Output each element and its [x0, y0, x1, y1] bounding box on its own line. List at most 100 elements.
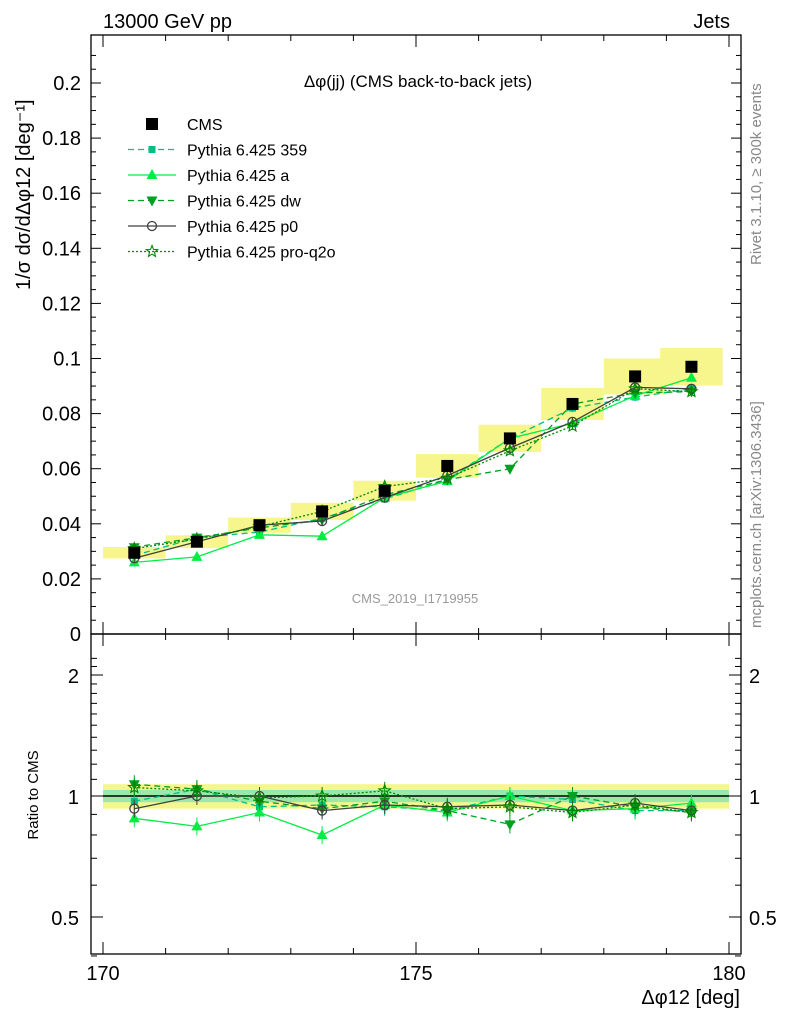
legend: CMS Pythia 6.425 359 Pythia 6.425 a Pythia … — [128, 117, 336, 262]
point-data — [629, 370, 642, 383]
ratio-point-pa — [504, 790, 516, 800]
point-pa — [316, 530, 328, 541]
ratio-tick-label: 2 — [68, 666, 79, 688]
ratio-point-pp0 — [379, 799, 390, 811]
legend-item-data: CMS — [146, 117, 223, 134]
ratio-point-pp0 — [316, 805, 328, 816]
point-data — [316, 505, 329, 518]
point-pq2o — [627, 381, 643, 395]
legend-marker — [146, 169, 158, 179]
legend-marker — [148, 146, 156, 153]
x-tick-label: 175 — [399, 963, 432, 985]
ratio-line-pp0 — [134, 795, 692, 812]
ratio-point-pdw — [567, 792, 578, 802]
series-line-pp0 — [134, 386, 692, 559]
ratio-tick-label-right: 2 — [749, 666, 760, 688]
series-data — [128, 360, 698, 559]
legend-item-pdw: Pythia 6.425 dw — [128, 194, 301, 211]
point-pq2o — [440, 470, 455, 485]
ratio-point-pdw — [504, 820, 516, 831]
series-line-pdw — [134, 390, 692, 548]
y-tick-label: 0.04 — [42, 514, 81, 536]
point-data — [128, 546, 141, 559]
ratio-axes: 0.5 0.5 1 1 2 2 170 175 180 — [51, 634, 777, 985]
ratio-point-pa — [191, 820, 203, 831]
ratio-point-pp0 — [129, 803, 140, 814]
ratio-point-pq2o — [377, 783, 392, 797]
ratio-point-pa — [316, 828, 328, 839]
plot-title: Δφ(jj) (CMS back-to-back jets) — [304, 72, 532, 91]
mcplots-label: mcplots.cern.ch [arXiv:1306.3436] — [748, 401, 765, 628]
ratio-point-pa — [254, 806, 265, 817]
ratio-line-pa — [134, 795, 692, 836]
y-tick-label: 0.2 — [53, 73, 81, 95]
legend-item-pa: Pythia 6.425 a — [128, 168, 289, 185]
legend-label: Pythia 6.425 359 — [187, 143, 307, 160]
point-data — [378, 484, 391, 497]
y-tick-label: 0.1 — [53, 349, 81, 371]
rivet-label: Rivet 3.1.10, ≥ 300k events — [748, 83, 765, 265]
y-tick-label: 0.02 — [42, 569, 81, 591]
ratio-point-pq2o — [127, 779, 142, 794]
ratio-series — [127, 775, 699, 844]
legend-marker — [146, 196, 158, 207]
jets-label: Jets — [693, 11, 730, 33]
legend-label: CMS — [187, 117, 223, 134]
y-tick-label: 0.16 — [42, 183, 81, 205]
point-data — [441, 459, 454, 472]
ratio-series-pq2o — [127, 778, 699, 822]
upper-series — [127, 360, 699, 567]
y-axis-title-upper: 1/σ dσ/dΔφ12 [deg⁻¹] — [13, 99, 35, 290]
series-p359 — [130, 384, 695, 560]
ratio-point-pq2o — [502, 799, 518, 813]
ratio-point-pq2o — [314, 788, 330, 803]
watermark: CMS_2019_I1719955 — [352, 591, 479, 606]
ratio-point-pq2o — [189, 783, 205, 797]
legend-marker — [146, 220, 158, 232]
x-tick-label: 180 — [712, 963, 745, 985]
y-tick-label: 0.06 — [42, 459, 81, 481]
energy-label: 13000 GeV pp — [103, 11, 232, 33]
ratio-tick-label: 0.5 — [51, 908, 79, 930]
legend-item-pq2o: Pythia 6.425 pro-q2o — [128, 243, 336, 262]
ratio-tick-label-right: 1 — [749, 787, 760, 809]
ratio-tick-label: 1 — [68, 787, 79, 809]
ratio-point-pq2o — [252, 790, 267, 804]
legend-marker — [144, 243, 160, 258]
series-line-p359 — [134, 388, 692, 557]
y-tick-label: 0.18 — [42, 128, 81, 150]
point-data — [566, 397, 579, 410]
y-axis-title-ratio: Ratio to CMS — [25, 750, 42, 839]
point-pa — [191, 550, 203, 561]
point-pdw — [504, 464, 516, 475]
ratio-point-pq2o — [440, 801, 455, 815]
ratio-line-pq2o — [134, 786, 692, 814]
point-pq2o — [684, 384, 699, 398]
legend-marker — [146, 118, 158, 130]
point-data — [685, 360, 698, 373]
legend-label: Pythia 6.425 p0 — [187, 219, 298, 236]
point-data — [190, 535, 203, 548]
ratio-tick-label-right: 0.5 — [749, 908, 777, 930]
point-pq2o — [565, 418, 580, 433]
series-pq2o — [127, 381, 699, 555]
y-tick-label: 0 — [70, 624, 81, 646]
legend-label: Pythia 6.425 pro-q2o — [187, 245, 336, 262]
point-data — [503, 432, 516, 445]
y-tick-label: 0.12 — [42, 293, 81, 315]
legend-item-p359: Pythia 6.425 359 — [128, 143, 307, 160]
point-data — [253, 519, 266, 532]
point-pa — [685, 371, 697, 382]
y-tick-label: 0.08 — [42, 404, 81, 426]
legend-label: Pythia 6.425 dw — [187, 194, 301, 211]
legend-item-pp0: Pythia 6.425 p0 — [128, 219, 298, 236]
series-line-pa — [134, 377, 692, 564]
upper-axes: 0 0.02 0.04 0.06 0.08 0.1 0.12 0.14 0.16 0.18 0.2 — [42, 35, 741, 646]
point-pq2o — [502, 443, 518, 457]
ratio-point-pq2o — [684, 805, 699, 819]
legend-label: Pythia 6.425 a — [187, 168, 289, 185]
y-tick-label: 0.14 — [42, 238, 81, 260]
series-line-pq2o — [134, 388, 692, 550]
ratio-point-pq2o — [627, 797, 643, 811]
